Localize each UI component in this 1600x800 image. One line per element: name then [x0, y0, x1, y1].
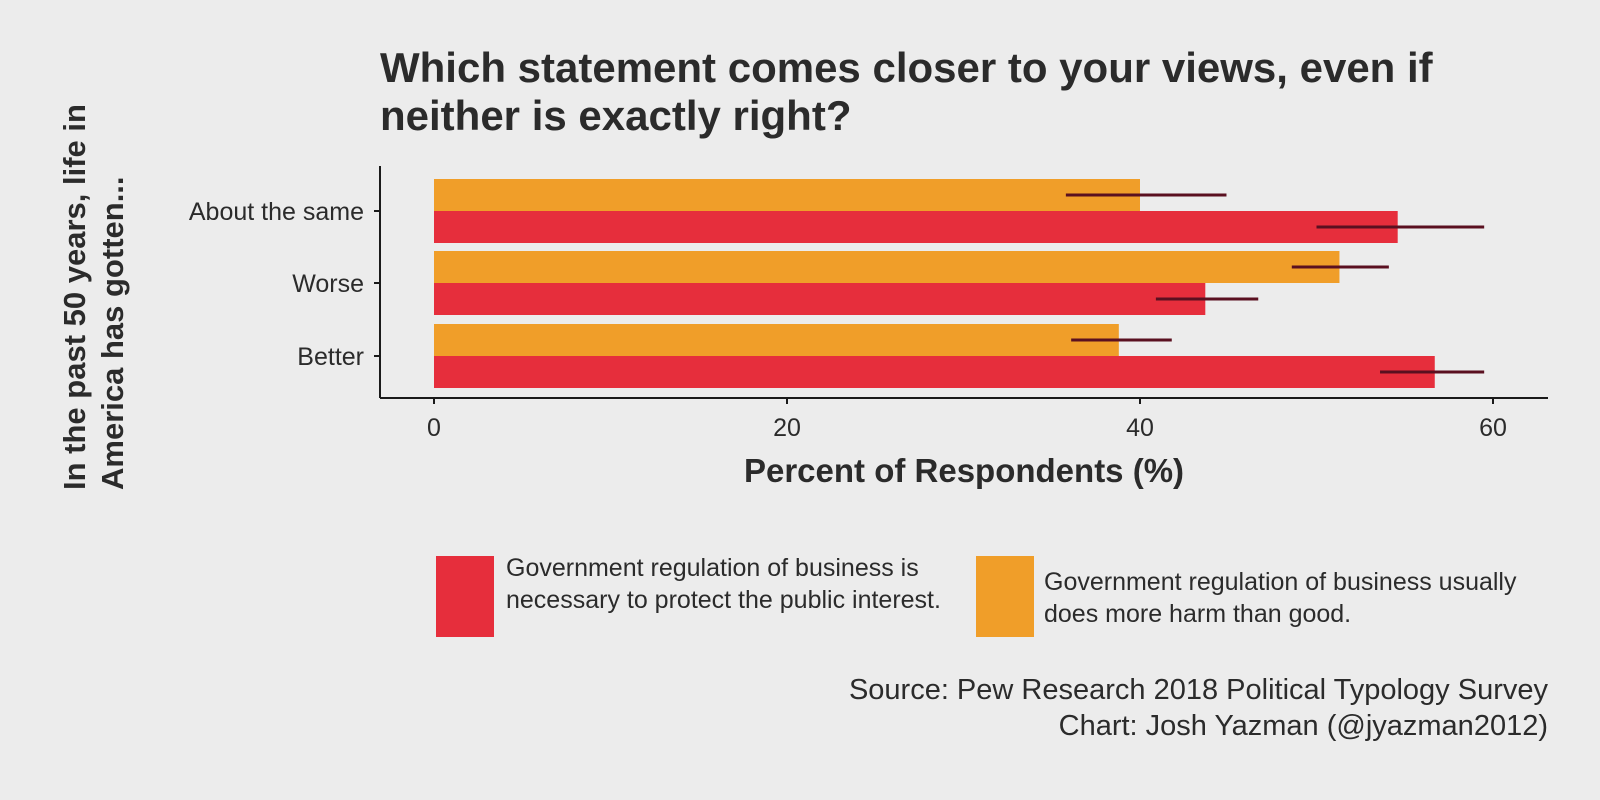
y-tick-label: Worse	[292, 270, 364, 298]
x-tick-label: 0	[427, 414, 441, 442]
source-line: Source: Pew Research 2018 Political Typo…	[848, 674, 1548, 706]
bar-about-the-same-harm	[434, 179, 1140, 211]
bar-better-harm	[434, 324, 1119, 356]
legend-item-harm: Government regulation of business usuall…	[976, 556, 1536, 646]
bar-chart-plot: About the same Worse Better 0 20 40 60 Percent …	[189, 166, 1548, 489]
bar-about-the-same-protect	[434, 211, 1398, 243]
x-tick-label: 60	[1479, 414, 1507, 442]
source-caption: Source: Pew Research 2018 Political Typo…	[849, 672, 1548, 744]
bar-better-protect	[434, 356, 1435, 388]
x-tick-label: 40	[1126, 414, 1154, 442]
y-tick-label: About the same	[189, 198, 364, 226]
x-tick-label: 20	[773, 414, 801, 442]
legend-swatch-protect	[436, 556, 494, 637]
x-axis-label: Percent of Respondents (%)	[744, 452, 1184, 489]
y-tick-label: Better	[297, 343, 364, 371]
legend-item-protect: Government regulation of business is nec…	[436, 554, 956, 646]
legend: Government regulation of business is nec…	[436, 554, 1576, 646]
bar-worse-harm	[434, 251, 1340, 283]
chart-title: Which statement comes closer to your vie…	[380, 44, 1433, 139]
legend-label-protect: Government regulation of business is nec…	[506, 554, 941, 614]
legend-swatch-harm	[976, 556, 1034, 637]
credit-line: Chart: Josh Yazman (@jyazman2012)	[1058, 710, 1548, 742]
legend-label-harm: Government regulation of business usuall…	[1044, 568, 1517, 628]
bar-worse-protect	[434, 283, 1206, 315]
